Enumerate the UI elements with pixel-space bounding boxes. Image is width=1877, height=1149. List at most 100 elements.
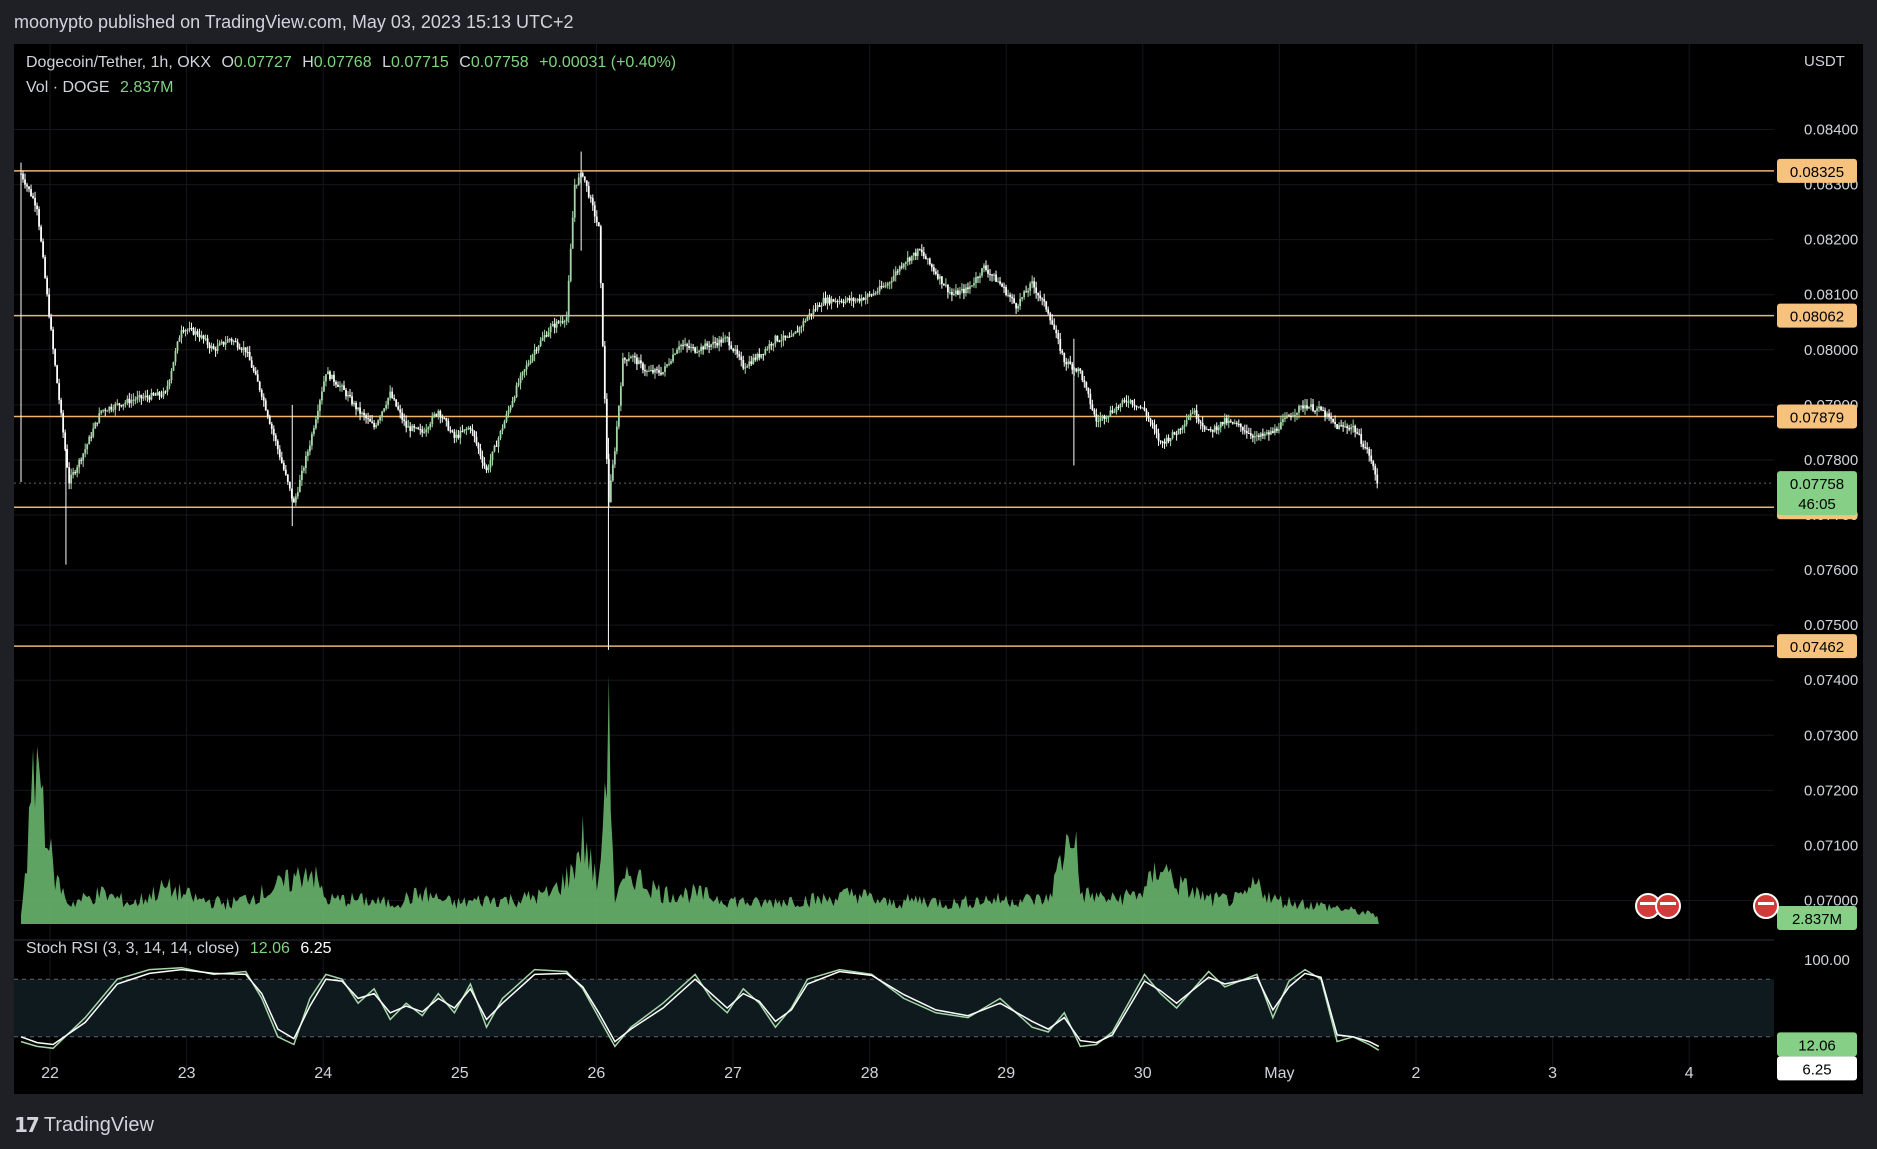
candle-up (1259, 433, 1262, 437)
candle-down (1261, 433, 1264, 436)
candle-down (198, 334, 201, 338)
candle-down (1312, 404, 1314, 411)
candle-up (860, 298, 863, 302)
candle-down (1370, 455, 1373, 462)
candle-up (455, 434, 458, 438)
tradingview-logo[interactable]: 17 TradingView (14, 1113, 154, 1137)
candle-down (405, 421, 408, 428)
candle-down (355, 402, 357, 410)
candle-up (465, 429, 468, 431)
candle-up (621, 358, 624, 387)
candle-up (415, 427, 418, 429)
stoch-d-badge (1777, 1056, 1857, 1081)
candle-up (648, 370, 650, 372)
candle-up (132, 399, 135, 401)
candle-up (971, 285, 973, 287)
candle-up (130, 400, 133, 404)
candle-down (963, 288, 965, 294)
candle-down (288, 481, 291, 489)
candle-down (104, 409, 107, 411)
candle-down (601, 283, 604, 346)
candle-up (377, 420, 380, 426)
candle-down (128, 398, 131, 404)
candle-down (778, 340, 781, 342)
candle-up (1282, 419, 1284, 423)
candle-down (1011, 296, 1013, 299)
candle-up (850, 298, 853, 301)
candle-up (1113, 412, 1116, 414)
price-tick-label: 0.07000 (1804, 892, 1858, 909)
main-legend: Dogecoin/Tether, 1h, OKX O0.07727 H0.077… (26, 54, 682, 72)
candle-down (714, 341, 717, 344)
candle-down (1055, 329, 1058, 334)
candle-up (888, 282, 891, 284)
candle-down (1075, 368, 1078, 372)
candle-up (866, 294, 869, 298)
candle-down (74, 472, 77, 474)
candle-up (744, 367, 747, 369)
candle-down (164, 391, 167, 393)
candle-down (1229, 420, 1232, 422)
chart-frame[interactable]: 100.00 USDT 0.08400 0.08300 0.08200 0.08100… (14, 44, 1863, 1094)
symbol-label[interactable]: Dogecoin/Tether, 1h, OKX (26, 54, 211, 71)
candle-down (42, 241, 44, 258)
candle-up (672, 354, 674, 362)
candle-down (1071, 364, 1074, 370)
level-badge (1777, 158, 1857, 183)
chart-svg[interactable]: 100.00 USDT 0.084000.083000.082000.08100… (14, 44, 1863, 1094)
candle-down (591, 197, 594, 206)
candle-up (1338, 425, 1341, 430)
bottom-bar (0, 1094, 1877, 1149)
volume-label[interactable]: Vol · DOGE (26, 79, 110, 96)
candle-up (515, 385, 518, 397)
candle-up (1141, 407, 1144, 409)
candle-down (349, 394, 351, 397)
candle-up (627, 358, 630, 361)
candle-down (1257, 435, 1260, 437)
level-badge (1777, 634, 1857, 659)
candle-up (619, 386, 622, 406)
candle-up (650, 370, 652, 372)
candle-down (732, 348, 735, 351)
candle-up (997, 281, 999, 283)
candle-up (575, 184, 578, 186)
candle-up (116, 403, 119, 405)
candle-up (906, 257, 909, 263)
candle-up (319, 400, 321, 411)
candle-down (1047, 309, 1050, 314)
candle-up (98, 413, 101, 423)
candle-up (387, 397, 390, 405)
candle-up (674, 353, 676, 355)
candle-down (870, 294, 873, 296)
candle-up (226, 339, 229, 343)
candle-down (44, 257, 46, 278)
candle-down (557, 321, 560, 323)
candle-down (1179, 428, 1182, 430)
candle-down (397, 406, 400, 410)
candle-down (477, 443, 480, 449)
candle-down (989, 273, 991, 275)
candle-up (1031, 281, 1034, 284)
candle-up (1213, 426, 1216, 432)
candle-down (1089, 393, 1092, 405)
candle-down (957, 290, 959, 295)
candle-down (593, 205, 596, 217)
time-tick-label: 25 (451, 1065, 469, 1082)
candle-up (389, 391, 392, 398)
candle-up (573, 184, 576, 218)
candle-up (890, 280, 893, 283)
candle-down (1081, 370, 1084, 381)
candle-up (1298, 406, 1300, 413)
candle-down (1163, 441, 1166, 444)
candle-down (1207, 428, 1210, 430)
candle-down (1139, 406, 1142, 408)
candle-down (62, 412, 65, 433)
candle-up (142, 397, 145, 399)
candle-down (1376, 474, 1379, 484)
candle-up (563, 321, 566, 323)
candle-up (497, 438, 500, 447)
candle-down (22, 173, 24, 180)
event-icons[interactable] (1635, 893, 1779, 919)
stoch-label[interactable]: Stoch RSI (3, 3, 14, 14, close) (26, 940, 240, 957)
candle-down (270, 423, 273, 429)
